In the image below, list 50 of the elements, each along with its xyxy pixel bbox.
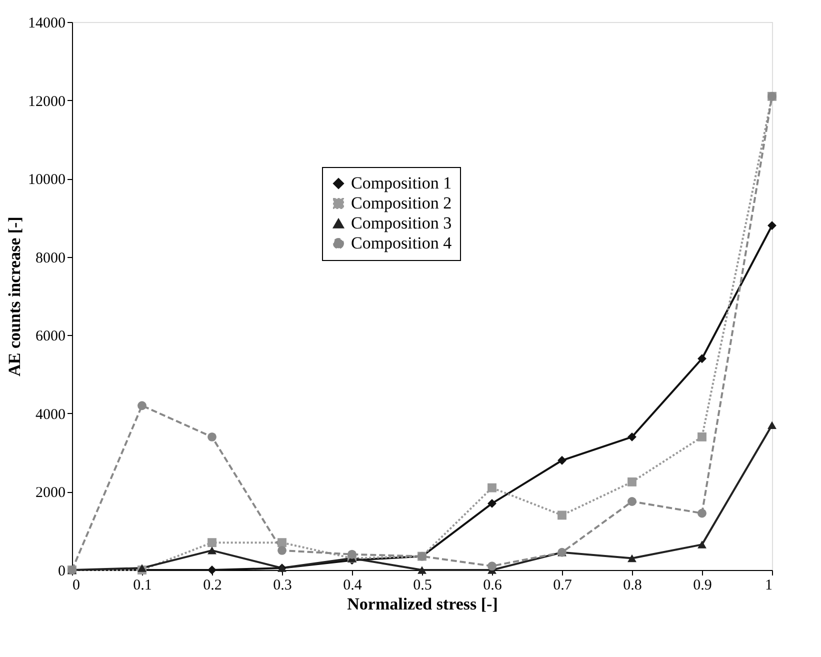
point [558,510,566,520]
legend-label: Composition 3 [351,214,452,232]
x-tick-label: 0.5 [413,578,432,594]
point [768,221,776,230]
legend-label: Composition 1 [351,174,452,192]
x-tick-label: 0.9 [693,578,712,594]
x-tick-label: 0.3 [273,578,292,594]
point [628,477,636,486]
point [138,401,146,410]
x-tick-label: 0.7 [553,578,572,594]
point [488,562,496,571]
x-tick-label: 0.2 [203,578,222,594]
point [698,508,706,518]
point [208,432,216,442]
x-tick-label: 0.6 [483,578,502,594]
x-axis-title: Normalized stress [-] [347,594,498,614]
point [208,566,216,574]
point [768,421,776,430]
point [628,497,636,506]
point [698,354,706,364]
point [698,540,706,548]
point [628,432,636,442]
y-axis-title: AE counts increase [-] [5,216,24,376]
x-tick-label: 0.8 [623,578,642,594]
y-tick-label: 2000 [36,485,66,502]
y-tick-label: 12000 [28,94,66,110]
point [488,483,496,492]
legend-label: Composition 4 [351,234,452,252]
point [558,456,566,465]
point [488,498,496,508]
y-tick-label: 4000 [36,406,66,423]
point [208,546,216,554]
x-tick-label: 0.4 [343,578,362,594]
y-tick-label: 14000 [28,16,66,32]
legend-label: Composition 2 [351,194,452,212]
point [348,550,356,559]
y-tick-label: 0 [58,564,66,580]
point [138,564,146,572]
x-tick-label: 1 [765,578,772,594]
y-tick-label: 10000 [28,172,66,188]
y-tick-label: 6000 [36,328,66,345]
point [418,566,426,574]
point [628,554,636,562]
point [278,538,286,548]
point [278,546,286,555]
x-tick-label: 0.1 [133,578,152,594]
point [208,538,216,548]
y-tick-label: 8000 [36,250,66,266]
x-tick-label: 0 [72,578,80,594]
point [698,432,706,442]
